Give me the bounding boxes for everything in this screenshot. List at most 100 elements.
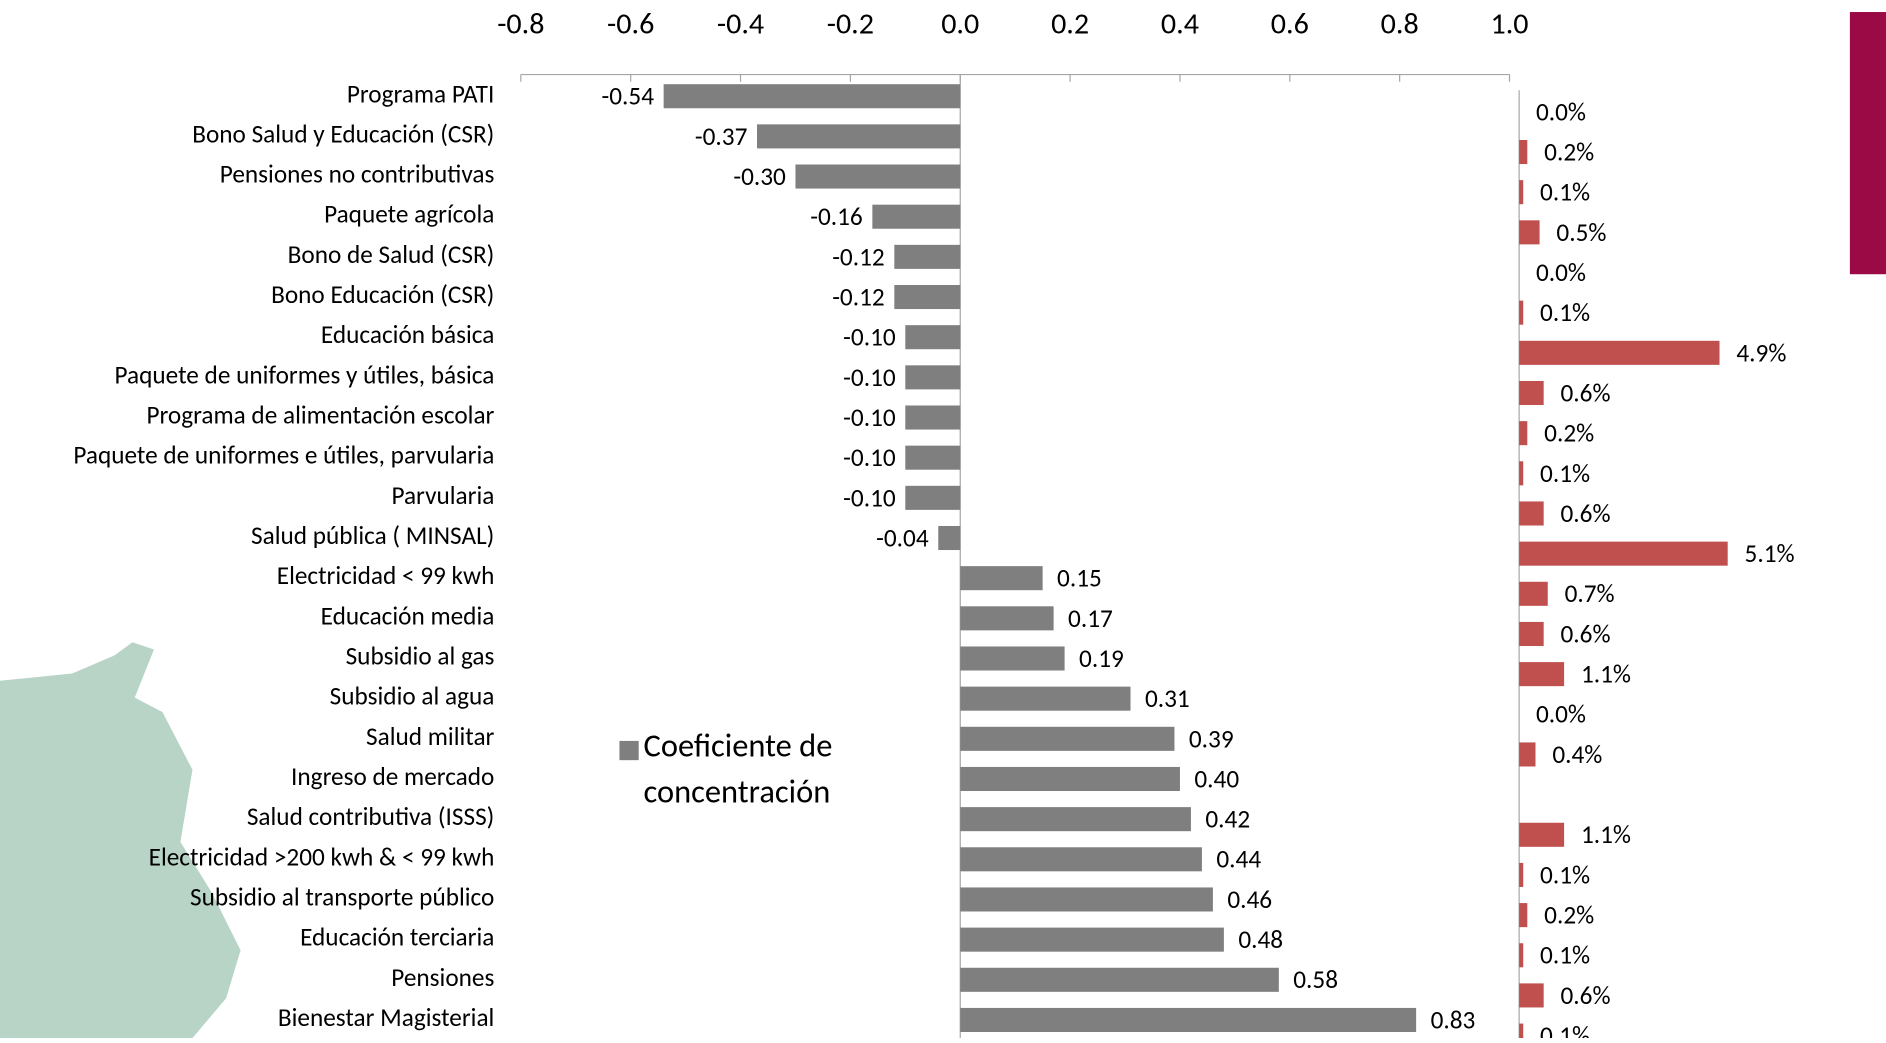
bar <box>1519 220 1540 245</box>
bar <box>905 365 961 390</box>
bar <box>960 726 1175 751</box>
bar <box>1519 139 1528 165</box>
bar <box>1519 621 1544 646</box>
bar <box>960 646 1065 671</box>
value-label: 0.6% <box>1561 980 1611 1011</box>
bar <box>795 164 961 189</box>
bar <box>872 204 961 229</box>
category-label: Programa de alimentación escolar <box>146 400 494 431</box>
x-tick-label: 0.6 <box>1271 6 1309 43</box>
bar <box>1519 421 1528 446</box>
bar <box>960 686 1131 711</box>
map-decoration <box>0 642 241 1038</box>
category-label: Bono de Salud (CSR) <box>288 239 495 270</box>
value-label: 0.1% <box>1540 859 1590 890</box>
category-label: Paquete de uniformes e útiles, parvulari… <box>73 440 494 471</box>
bar <box>1519 983 1544 1008</box>
value-label: 0.40 <box>1194 763 1239 794</box>
bar <box>1519 943 1524 968</box>
corner-decoration <box>1849 12 1886 275</box>
bar <box>1519 862 1524 887</box>
value-label: -0.37 <box>695 121 748 152</box>
category-label: Educación media <box>321 600 495 631</box>
value-label: 0.46 <box>1227 884 1272 915</box>
value-label: 0.0% <box>1536 699 1586 730</box>
bar <box>960 606 1054 631</box>
value-label: 0.1% <box>1540 177 1590 208</box>
value-label: 0.44 <box>1216 844 1261 875</box>
value-label: 0.42 <box>1205 804 1250 835</box>
value-label: 0.2% <box>1544 136 1594 167</box>
x-tick-label: 0.0 <box>941 6 979 43</box>
value-label: 1.1% <box>1581 819 1631 850</box>
bar <box>1519 903 1528 928</box>
value-label: 0.1% <box>1540 297 1590 328</box>
category-label: Salud contributiva (ISSS) <box>247 801 495 832</box>
bar <box>1519 300 1524 325</box>
bar <box>1519 541 1728 566</box>
value-label: -0.10 <box>843 442 896 473</box>
bar <box>905 485 961 510</box>
category-label: Ingreso de mercado <box>291 761 494 792</box>
bar <box>1519 662 1565 687</box>
category-label: Paquete agrícola <box>324 199 494 230</box>
category-label: Subsidio al transporte público <box>190 882 494 913</box>
value-label: 0.17 <box>1068 603 1113 634</box>
bar <box>960 566 1043 591</box>
x-tick-label: -0.4 <box>717 6 764 43</box>
category-label: Programa PATI <box>347 78 494 109</box>
category-label: Educación terciaria <box>300 922 494 953</box>
value-label: 0.39 <box>1189 723 1234 754</box>
x-tick-label: 0.4 <box>1161 6 1199 43</box>
value-label: -0.54 <box>602 81 655 112</box>
value-label: 4.9% <box>1736 337 1786 368</box>
value-label: 0.15 <box>1057 563 1102 594</box>
bar <box>905 405 961 430</box>
category-label: Bono Educación (CSR) <box>271 279 494 310</box>
value-label: 0.58 <box>1293 964 1338 995</box>
value-label: 0.2% <box>1544 900 1594 931</box>
value-label: 0.1% <box>1540 458 1590 489</box>
value-label: -0.04 <box>876 522 929 553</box>
category-label: Pensiones <box>391 962 494 993</box>
category-label: Pensiones no contributivas <box>220 159 495 190</box>
category-label: Bono Salud y Educación (CSR) <box>192 118 494 149</box>
x-tick-label: 0.2 <box>1051 6 1089 43</box>
value-label: 5.1% <box>1745 538 1795 569</box>
bar <box>1519 340 1720 365</box>
category-label: Salud militar <box>366 721 495 752</box>
bar <box>1519 822 1565 847</box>
bar <box>1519 501 1544 526</box>
category-label: Electricidad >200 kwh & < 99 kwh <box>149 841 495 872</box>
value-label: -0.10 <box>843 482 896 513</box>
bar <box>1519 461 1524 486</box>
bar <box>960 967 1279 992</box>
bar <box>905 445 961 470</box>
value-label: 1.1% <box>1581 659 1631 690</box>
category-label: Bienestar Magisterial <box>278 1002 494 1033</box>
bar <box>960 887 1213 912</box>
x-tick-label: 1.0 <box>1490 6 1528 43</box>
bar <box>1519 180 1524 205</box>
value-label: 0.7% <box>1565 578 1615 609</box>
value-label: 0.1% <box>1540 940 1590 971</box>
value-label: 0.4% <box>1552 739 1602 770</box>
category-label: Educación básica <box>321 319 494 350</box>
x-tick-label: -0.6 <box>607 6 654 43</box>
value-label: -0.12 <box>832 241 885 272</box>
value-label: 0.0% <box>1536 257 1586 288</box>
bar <box>905 325 961 350</box>
bar <box>938 525 961 551</box>
category-label: Subsidio al gas <box>346 641 495 672</box>
bar <box>894 244 961 269</box>
value-label: -0.30 <box>733 161 786 192</box>
legend-label: Coeficiente de concentración <box>643 726 833 812</box>
value-label: 0.1% <box>1540 1020 1590 1038</box>
category-label: Paquete de uniformes y útiles, básica <box>115 359 495 390</box>
bar <box>960 927 1224 952</box>
x-tick-label: -0.2 <box>827 6 874 43</box>
legend-swatch <box>619 740 639 761</box>
bar <box>960 847 1202 872</box>
value-label: 0.48 <box>1238 924 1283 955</box>
value-label: 0.6% <box>1561 498 1611 529</box>
